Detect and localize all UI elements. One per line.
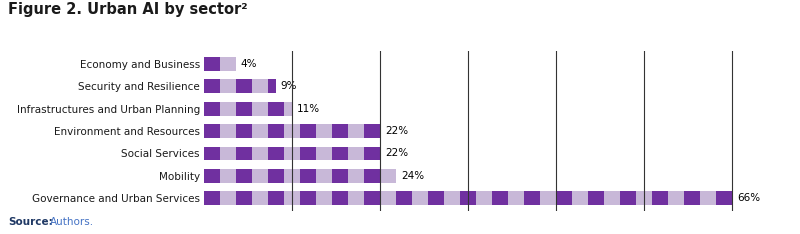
Bar [204,124,380,138]
Bar [236,146,252,160]
Bar [556,191,572,205]
Bar [268,102,284,116]
Bar [252,102,268,116]
Bar [220,124,236,138]
Bar [332,124,348,138]
Text: 4%: 4% [241,59,258,69]
Bar [364,191,380,205]
Bar [684,191,700,205]
Bar [364,169,380,183]
Text: Authors.: Authors. [50,217,94,227]
Bar [204,169,396,183]
Bar [236,102,252,116]
Bar [268,79,276,93]
Bar [204,146,220,160]
Text: Figure 2. Urban AI by sector²: Figure 2. Urban AI by sector² [8,2,248,17]
Bar [220,79,236,93]
Bar [620,191,636,205]
Bar [252,146,268,160]
Bar [348,169,364,183]
Bar [396,191,412,205]
Bar [268,169,284,183]
Bar [364,146,380,160]
Bar [204,191,220,205]
Bar [268,191,284,205]
Bar [316,146,332,160]
Bar [204,57,220,71]
Bar [444,191,460,205]
Text: 9%: 9% [281,81,298,91]
Bar [236,191,252,205]
Bar [604,191,620,205]
Bar [588,191,604,205]
Bar [252,79,268,93]
Bar [204,57,236,71]
Bar [284,146,300,160]
Bar [268,146,284,160]
Bar [460,191,476,205]
Bar [412,191,428,205]
Bar [332,146,348,160]
Bar [348,124,364,138]
Bar [252,124,268,138]
Bar [300,169,316,183]
Bar [204,79,276,93]
Bar [220,146,236,160]
Bar [252,169,268,183]
Bar [364,124,380,138]
Bar [300,146,316,160]
Text: 11%: 11% [297,104,320,114]
Bar [572,191,588,205]
Bar [348,191,364,205]
Bar [300,124,316,138]
Text: 22%: 22% [385,126,408,136]
Bar [300,191,316,205]
Bar [332,169,348,183]
Bar [508,191,524,205]
Bar [236,79,252,93]
Bar [220,102,236,116]
Bar [204,169,220,183]
Bar [540,191,556,205]
Bar [236,124,252,138]
Bar [284,102,292,116]
Bar [204,102,292,116]
Bar [284,191,300,205]
Text: 22%: 22% [385,148,408,158]
Bar [220,191,236,205]
Bar [204,124,220,138]
Bar [492,191,508,205]
Bar [636,191,652,205]
Bar [380,169,396,183]
Bar [252,191,268,205]
Text: Source:: Source: [8,217,53,227]
Bar [204,102,220,116]
Bar [284,124,300,138]
Bar [652,191,668,205]
Bar [204,191,732,205]
Bar [268,124,284,138]
Bar [716,191,732,205]
Text: 66%: 66% [737,193,760,203]
Bar [348,146,364,160]
Bar [220,169,236,183]
Bar [236,169,252,183]
Bar [204,79,220,93]
Bar [332,191,348,205]
Text: 24%: 24% [401,171,424,181]
Bar [284,169,300,183]
Bar [524,191,540,205]
Bar [220,57,236,71]
Bar [316,169,332,183]
Bar [700,191,716,205]
Bar [476,191,492,205]
Bar [668,191,684,205]
Bar [316,191,332,205]
Bar [316,124,332,138]
Bar [428,191,444,205]
Bar [204,146,380,160]
Bar [380,191,396,205]
